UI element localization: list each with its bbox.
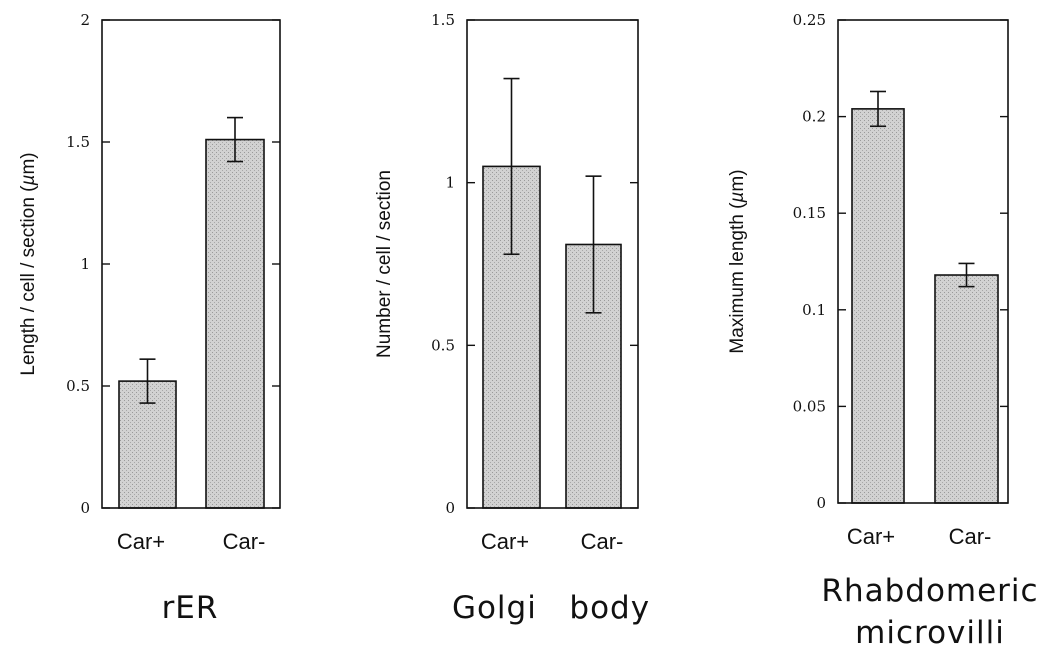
y-axis-label: Length / cell / section (µm) xyxy=(18,152,39,375)
error-bar xyxy=(585,175,602,314)
y-tick-label: 0.5 xyxy=(431,336,455,354)
y-tick-label: 1 xyxy=(80,255,90,273)
x-tick-label: Car+ xyxy=(481,529,529,554)
x-tick-label: Car+ xyxy=(117,529,165,554)
chart-title: microvilli xyxy=(855,615,1005,649)
chart-title: Rhabdomeric xyxy=(821,573,1038,609)
chart-panel-1: 0 0.5 1 1.5 2 Car+ Car- Length / cell / section… xyxy=(18,11,281,626)
y-axis-label: Maximum length (µm) xyxy=(727,169,748,353)
y-tick-label: 0.1 xyxy=(802,301,826,319)
bar-carplus xyxy=(851,108,905,504)
y-tick-label: 0.2 xyxy=(802,108,826,126)
y-tick-label: 2 xyxy=(80,11,90,29)
x-tick-label: Car- xyxy=(581,529,624,554)
y-tick-label: 0 xyxy=(816,494,826,512)
y-tick-label: 0 xyxy=(445,499,455,517)
y-tick-label: 0.25 xyxy=(793,11,826,29)
x-tick-label: Car+ xyxy=(847,524,895,549)
y-tick-label: 1.5 xyxy=(66,133,90,151)
x-tick-label: Car- xyxy=(223,529,266,554)
x-tick-label: Car- xyxy=(949,524,992,549)
y-tick-label: 0.5 xyxy=(66,377,90,395)
y-tick-label: 0.15 xyxy=(793,204,826,222)
bar-carminus xyxy=(934,274,999,504)
chart-title: Golgi body xyxy=(452,590,650,626)
chart-title: rER xyxy=(162,590,219,626)
error-bar xyxy=(139,358,156,404)
y-tick-label: 1 xyxy=(445,174,455,192)
plot-frame xyxy=(837,19,1009,504)
chart-panel-2: 0 0.5 1 1.5 Car+ Car- Number / cell / section G… xyxy=(374,11,650,626)
y-tick-label: 1.5 xyxy=(431,11,455,29)
y-axis-label: Number / cell / section xyxy=(374,170,395,358)
bar-carminus xyxy=(205,138,265,509)
error-bar xyxy=(870,90,886,128)
error-bar xyxy=(503,77,520,256)
error-bar xyxy=(227,116,243,163)
error-bar xyxy=(958,262,975,288)
y-tick-label: 0 xyxy=(80,499,90,517)
plot-frame xyxy=(466,19,639,509)
chart-panel-3: 0 0.05 0.1 0.15 0.2 0.25 Car+ Car- Maximum lengt… xyxy=(727,11,1038,649)
y-tick-label: 0.05 xyxy=(793,397,826,415)
